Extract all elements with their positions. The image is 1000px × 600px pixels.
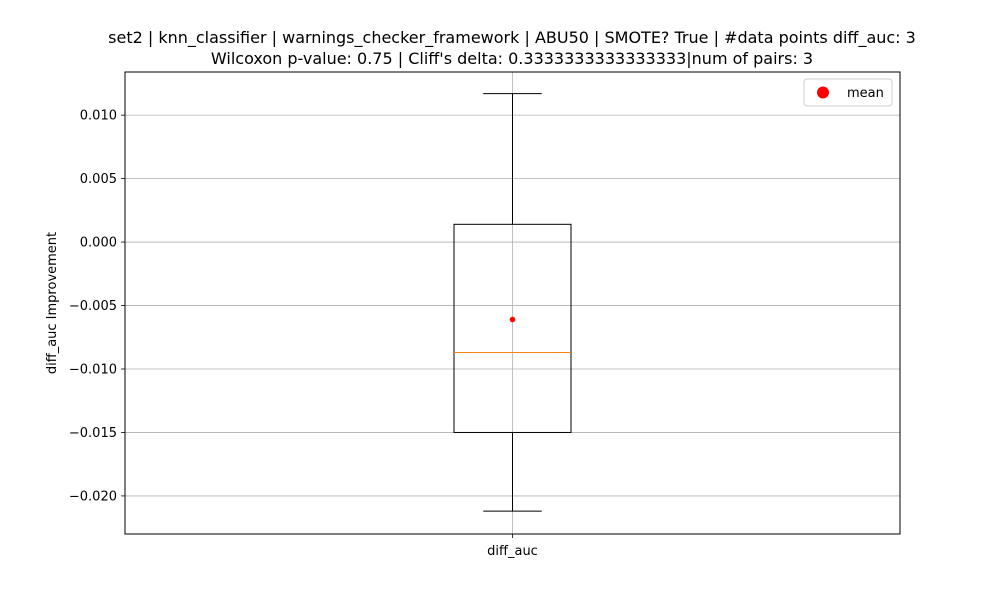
box-layer (453, 93, 572, 512)
y-tick-label: −0.010 (69, 363, 117, 378)
y-tick-label: −0.015 (69, 426, 117, 441)
x-tick-label: diff_auc (487, 544, 538, 559)
chart-title-line2: Wilcoxon p-value: 0.75 | Cliff's delta: … (211, 49, 813, 68)
plot-frame (124, 71, 901, 535)
legend-marker (817, 86, 829, 99)
y-tick-label: −0.020 (69, 489, 117, 504)
y-tick-label: 0.000 (80, 236, 117, 251)
legend: mean (803, 78, 893, 107)
x-ticks: diff_auc (487, 534, 538, 559)
y-axis-label: diff_auc Improvement (45, 232, 60, 374)
iqr-box (453, 223, 572, 433)
mean-point (509, 316, 516, 323)
y-tick-label: 0.010 (80, 109, 117, 124)
y-tick-label: −0.005 (69, 299, 117, 314)
legend-frame (803, 78, 893, 107)
chart-title-line1: set2 | knn_classifier | warnings_checker… (108, 28, 916, 48)
y-tick-label: 0.005 (80, 172, 117, 187)
y-ticks: 0.010 0.005 0.000 −0.005 −0.010 −0.015 −0.020 (69, 109, 125, 504)
legend-label: mean (847, 86, 884, 101)
